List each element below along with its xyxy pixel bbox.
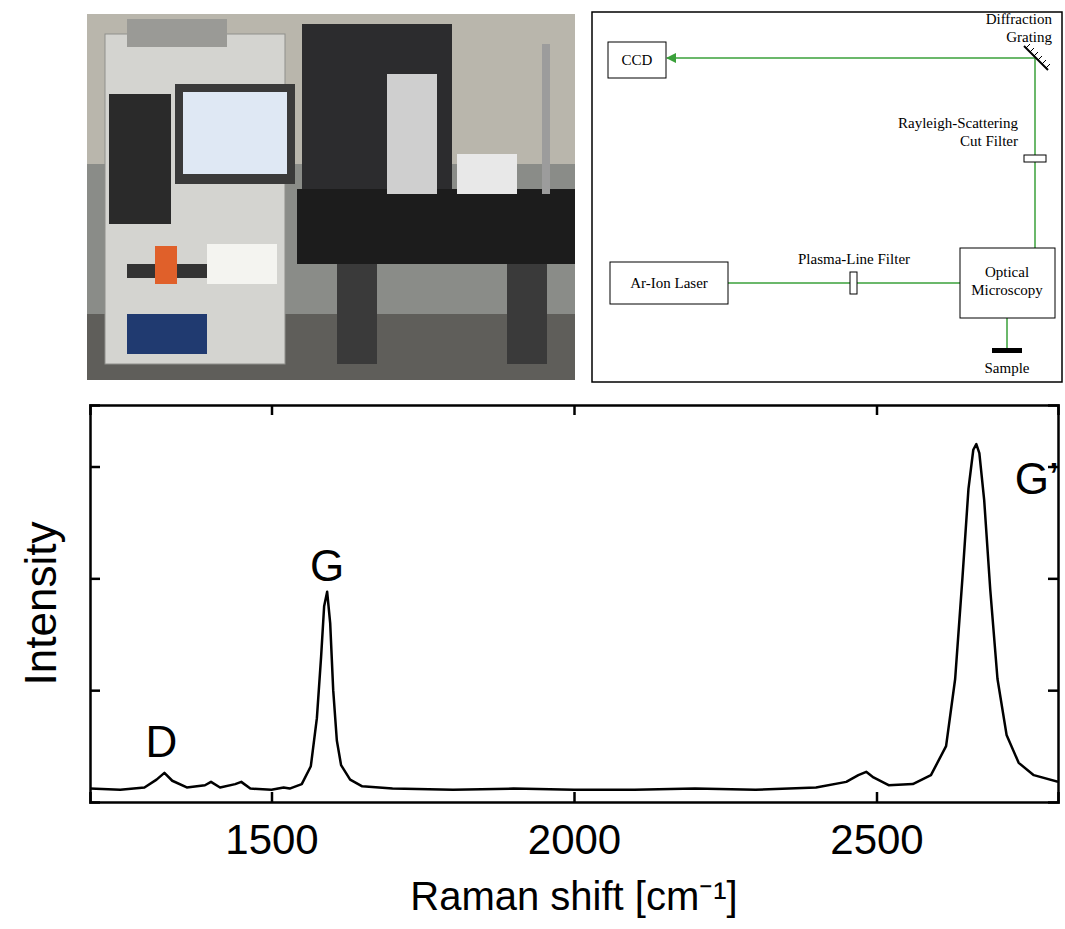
diagram-label: DiffractionGrating: [986, 11, 1053, 45]
photo-bottle: [155, 246, 177, 284]
y-right-tick: [1048, 578, 1058, 579]
diagram-label: Sample: [985, 360, 1030, 376]
diagram-label: Ar-Ion Laser: [630, 275, 708, 291]
photo-floor: [87, 314, 575, 380]
peak-label: G: [310, 541, 344, 590]
x-bottom-tick-mark: [271, 792, 274, 802]
laser-box: [610, 262, 728, 304]
x-top-tick: [877, 405, 878, 415]
x-top-tick-mark: [271, 405, 274, 415]
photo-pc-tower: [109, 94, 171, 224]
y-left-tick: [90, 690, 100, 691]
x-bottom-tick-mark: [573, 792, 576, 802]
photo-power-supply: [127, 314, 207, 354]
diagram-label: CCD: [622, 52, 653, 68]
x-bottom-axis-line: [91, 792, 1059, 803]
series-group: [90, 444, 1058, 790]
x-axis-title: Raman shift [cm⁻¹]: [410, 874, 737, 918]
beam: [1006, 318, 1008, 348]
sample-bar: [992, 348, 1022, 353]
y-left-tick-mark: [90, 578, 100, 581]
beam: [728, 282, 960, 284]
photo-monitor: [175, 84, 295, 184]
x-bottom-tick: 1500: [225, 792, 318, 863]
photo-papers: [207, 244, 277, 284]
photo: [87, 14, 575, 380]
microscope-box: [960, 248, 1055, 318]
diagram-label: OpticalMicroscopy: [971, 264, 1043, 298]
x-bottom-tick-mark: [876, 792, 879, 802]
x-top-axis-line: [91, 406, 1059, 416]
annotations: D G G’: [145, 454, 1058, 766]
x-top-tick-mark: [876, 405, 879, 415]
photo-background: [87, 14, 575, 380]
x-top-tick: [574, 405, 575, 415]
diagram-label: Rayleigh-ScatteringCut Filter: [898, 115, 1018, 149]
peak-label: D: [145, 717, 177, 766]
x-bottom-tick-label: 2000: [528, 816, 621, 863]
beam: [1034, 58, 1036, 248]
x-bottom-tick: 2500: [830, 792, 923, 863]
figure: CCD DiffractionGrating Rayleigh-Scattering…: [0, 0, 1065, 929]
y-right-tick-mark: [1048, 689, 1058, 692]
photo-optical-table: [297, 189, 575, 264]
y-left-axis-line: [91, 406, 101, 803]
diagram-frame: [592, 12, 1062, 382]
photo-lamp: [457, 154, 517, 194]
photo-table-leg: [507, 264, 547, 364]
x-top-tick-mark: [573, 405, 576, 415]
diagram-label: Plasma-Line Filter: [798, 251, 910, 267]
spectrum-line: [90, 444, 1058, 790]
plasma-filter: [850, 272, 857, 294]
photo-post: [542, 44, 550, 194]
y-axis-title: Intensity: [16, 522, 65, 686]
photo-cart: [105, 34, 285, 364]
x-bottom-tick: 2000: [528, 792, 621, 863]
setup-diagram: CCD DiffractionGrating Rayleigh-Scattering…: [592, 11, 1062, 382]
grating-hatch: [1034, 52, 1038, 56]
y-left-tick: [90, 578, 100, 579]
x-top-axis: [91, 405, 1059, 415]
photo-spectrometer: [302, 24, 452, 204]
peak-label: G’: [1015, 454, 1059, 503]
photo-microscope: [387, 74, 437, 194]
y-left-tick: [90, 467, 100, 468]
grating-hatch: [1038, 56, 1042, 60]
y-left-tick-mark: [90, 689, 100, 692]
photo-table-leg: [337, 264, 377, 364]
x-bottom-axis: 1500 2000 2500: [91, 792, 1059, 863]
photo-instrument: [127, 19, 227, 47]
x-top-tick: [272, 405, 273, 415]
grating-hatch: [1046, 64, 1050, 68]
beam: [667, 57, 1035, 59]
grating-hatch: [1042, 60, 1046, 64]
cut-filter: [1024, 155, 1046, 162]
ccd-box: [608, 42, 666, 78]
x-bottom-tick-label: 1500: [225, 816, 318, 863]
photo-screen: [183, 92, 287, 174]
grating-hatch: [1030, 48, 1034, 52]
grating: [1024, 46, 1048, 70]
y-left-tick-mark: [90, 466, 100, 469]
x-bottom-tick-label: 2500: [830, 816, 923, 863]
y-right-tick-mark: [1048, 578, 1058, 581]
plot: 1500 2000 2500: [90, 405, 1059, 863]
y-right-tick: [1048, 690, 1058, 691]
y-left-axis: [90, 406, 100, 803]
